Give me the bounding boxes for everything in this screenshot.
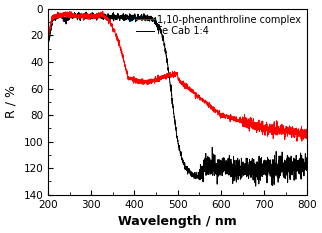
Legend: 1,10-phenanthroline complex, Fe Cab 1:4: 1,10-phenanthroline complex, Fe Cab 1:4: [135, 14, 302, 37]
Fe Cab 1:4: [254, 185, 258, 188]
1,10-phenanthroline complex: [46, 37, 50, 40]
1,10-phenanthroline complex: [172, 72, 176, 75]
1,10-phenanthroline complex: [295, 140, 299, 143]
1,10-phenanthroline complex: [298, 130, 302, 133]
Fe Cab 1:4: [172, 116, 176, 119]
Fe Cab 1:4: [59, 14, 63, 17]
Fe Cab 1:4: [84, 11, 88, 14]
Fe Cab 1:4: [251, 157, 254, 160]
1,10-phenanthroline complex: [166, 76, 169, 79]
Line: Fe Cab 1:4: Fe Cab 1:4: [48, 12, 307, 186]
Y-axis label: R / %: R / %: [5, 85, 18, 118]
1,10-phenanthroline complex: [305, 134, 309, 136]
Fe Cab 1:4: [298, 161, 302, 163]
X-axis label: Wavelength / nm: Wavelength / nm: [118, 215, 237, 228]
Fe Cab 1:4: [46, 45, 50, 48]
Line: 1,10-phenanthroline complex: 1,10-phenanthroline complex: [48, 11, 307, 141]
1,10-phenanthroline complex: [59, 13, 63, 15]
Fe Cab 1:4: [166, 61, 169, 64]
1,10-phenanthroline complex: [298, 130, 302, 133]
Fe Cab 1:4: [298, 157, 302, 160]
Fe Cab 1:4: [305, 161, 309, 164]
1,10-phenanthroline complex: [251, 125, 254, 128]
1,10-phenanthroline complex: [101, 10, 105, 13]
